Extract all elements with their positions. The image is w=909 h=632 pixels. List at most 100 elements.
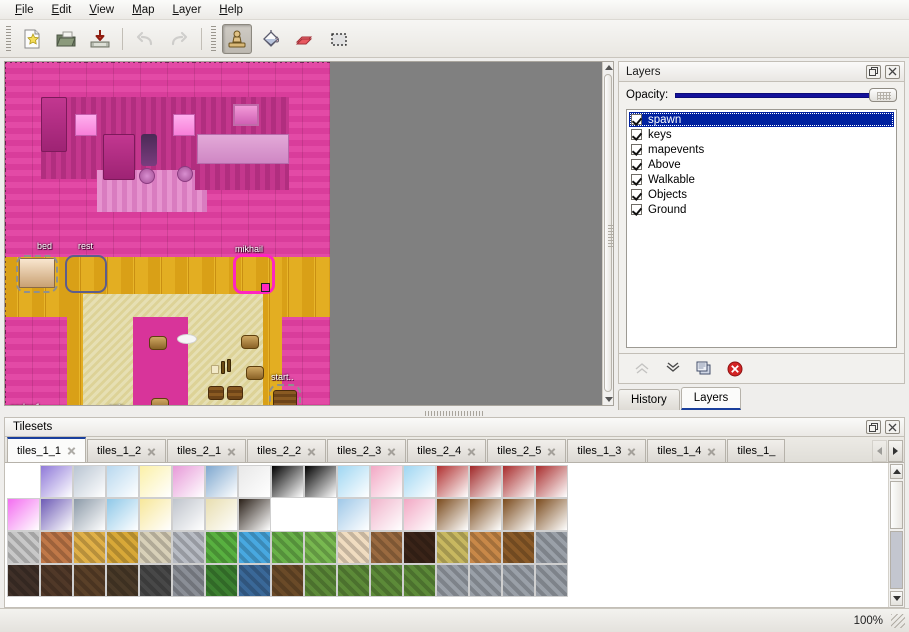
layer-item-above[interactable]: Above [629, 157, 894, 172]
raise-layer-button[interactable] [631, 358, 653, 380]
map-object-rest[interactable] [65, 255, 107, 293]
close-icon[interactable] [885, 64, 900, 79]
tileset-tile[interactable] [634, 564, 667, 597]
tileset-tile[interactable] [469, 498, 502, 531]
tileset-tile[interactable] [73, 465, 106, 498]
tileset-tile[interactable] [700, 465, 733, 498]
tileset-tile[interactable] [106, 564, 139, 597]
tileset-tile[interactable] [337, 564, 370, 597]
horizontal-splitter[interactable] [0, 410, 909, 417]
tileset-tab-tiles_1_1[interactable]: tiles_1_1 [7, 437, 87, 462]
tileset-tile[interactable] [271, 465, 304, 498]
tileset-tile[interactable] [106, 531, 139, 564]
toolbar-drag-handle[interactable] [4, 25, 12, 52]
tileset-tile[interactable] [337, 465, 370, 498]
layer-visibility-checkbox[interactable] [631, 189, 642, 200]
tileset-tile[interactable] [304, 564, 337, 597]
menu-layer[interactable]: Layer [172, 3, 202, 16]
tileset-tile[interactable] [799, 465, 832, 498]
tileset-tab-tiles_2_5[interactable]: tiles_2_5 [487, 439, 567, 462]
menu-map[interactable]: Map [132, 3, 155, 16]
eraser-button[interactable] [290, 24, 320, 54]
tileset-scroll-up-button[interactable] [890, 464, 903, 479]
menu-view[interactable]: View [89, 3, 115, 16]
tileset-tile[interactable] [568, 564, 601, 597]
tileset-palette[interactable] [5, 463, 888, 607]
tileset-tile[interactable] [370, 465, 403, 498]
tileset-tile[interactable] [238, 465, 271, 498]
close-icon[interactable] [227, 447, 236, 456]
tileset-tile[interactable] [568, 531, 601, 564]
tileset-tile[interactable] [502, 531, 535, 564]
tileset-tile[interactable] [403, 498, 436, 531]
tileset-tile[interactable] [799, 498, 832, 531]
tileset-tile[interactable] [733, 465, 766, 498]
tileset-tile[interactable] [337, 498, 370, 531]
tileset-tile[interactable] [436, 531, 469, 564]
scroll-up-icon[interactable] [605, 65, 613, 70]
menu-edit[interactable]: Edit [51, 3, 72, 16]
tileset-tile[interactable] [667, 531, 700, 564]
layer-item-keys[interactable]: keys [629, 127, 894, 142]
tileset-tile[interactable] [370, 531, 403, 564]
tileset-tile[interactable] [766, 531, 799, 564]
tileset-tile[interactable] [238, 531, 271, 564]
map-object-start[interactable] [269, 384, 301, 405]
tileset-tile[interactable] [667, 564, 700, 597]
tileset-tile[interactable] [601, 465, 634, 498]
tileset-tile[interactable] [370, 564, 403, 597]
tileset-tile[interactable] [7, 531, 40, 564]
tileset-tile[interactable] [139, 498, 172, 531]
save-map-button[interactable] [85, 24, 115, 54]
tileset-tile[interactable] [139, 465, 172, 498]
tileset-tile[interactable] [502, 498, 535, 531]
open-map-button[interactable] [51, 24, 81, 54]
map-canvas[interactable]: bed rest mikhail andor:1 entr... start.. [5, 62, 330, 405]
delete-layer-button[interactable] [724, 358, 746, 380]
close-icon[interactable] [147, 447, 156, 456]
tools-drag-handle[interactable] [209, 25, 217, 52]
tileset-tile[interactable] [601, 498, 634, 531]
duplicate-layer-button[interactable] [693, 358, 715, 380]
float-icon[interactable] [866, 64, 881, 79]
tileset-tile[interactable] [766, 564, 799, 597]
tileset-tile[interactable] [73, 498, 106, 531]
tileset-tile[interactable] [205, 465, 238, 498]
map-selection-handle[interactable] [261, 283, 270, 292]
close-icon[interactable] [627, 447, 636, 456]
tileset-tile[interactable] [535, 564, 568, 597]
tileset-tile[interactable] [832, 465, 865, 498]
tileset-tile[interactable] [73, 531, 106, 564]
tileset-tile[interactable] [502, 564, 535, 597]
close-icon[interactable] [707, 447, 716, 456]
tileset-tile[interactable] [106, 465, 139, 498]
tileset-tile[interactable] [601, 531, 634, 564]
layer-visibility-checkbox[interactable] [631, 144, 642, 155]
tileset-tile[interactable] [73, 564, 106, 597]
tileset-tile[interactable] [271, 531, 304, 564]
tileset-tile[interactable] [7, 564, 40, 597]
layer-visibility-checkbox[interactable] [631, 129, 642, 140]
close-icon[interactable] [547, 447, 556, 456]
tileset-tabs-scroll-right-button[interactable] [888, 439, 903, 462]
map-object-bed[interactable] [16, 255, 58, 293]
tileset-tab-tiles_1_3[interactable]: tiles_1_3 [567, 439, 647, 462]
tileset-tile[interactable] [832, 531, 865, 564]
tileset-tab-tiles_2_4[interactable]: tiles_2_4 [407, 439, 487, 462]
tileset-tile[interactable] [667, 498, 700, 531]
tileset-tabs-scroll-left-button[interactable] [872, 439, 887, 462]
rectangular-select-button[interactable] [324, 24, 354, 54]
tileset-tile[interactable] [535, 531, 568, 564]
tileset-tile[interactable] [832, 498, 865, 531]
tileset-tile[interactable] [139, 564, 172, 597]
tileset-tab-tiles_2_2[interactable]: tiles_2_2 [247, 439, 327, 462]
tileset-tile[interactable] [304, 531, 337, 564]
tileset-tile[interactable] [535, 498, 568, 531]
tileset-tile[interactable] [205, 564, 238, 597]
tileset-tile[interactable] [436, 465, 469, 498]
tileset-tab-tiles_2_1[interactable]: tiles_2_1 [167, 439, 247, 462]
tileset-tile[interactable] [766, 465, 799, 498]
tileset-tile[interactable] [535, 465, 568, 498]
tileset-tile[interactable] [469, 531, 502, 564]
tileset-tile[interactable] [700, 498, 733, 531]
